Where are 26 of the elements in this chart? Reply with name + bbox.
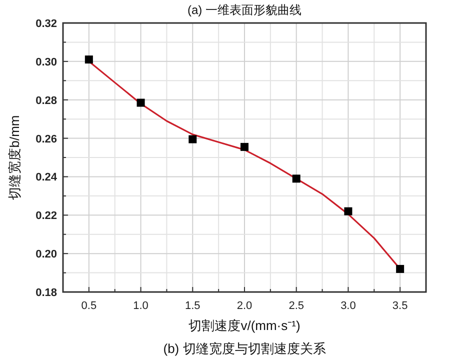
text: 0.30 (36, 56, 57, 68)
point (344, 207, 352, 216)
x-tick-label: 1.5 (184, 300, 200, 312)
y-tick-label: 0.22 (36, 210, 57, 222)
text: 1.0 (133, 300, 148, 312)
text: 0.20 (36, 248, 57, 261)
y-tick-label: 0.28 (36, 94, 57, 107)
y-tick-label: 0.26 (36, 133, 57, 146)
y-tick-label: 0.18 (36, 287, 57, 299)
x-tick-label: 3.5 (392, 300, 408, 312)
y-axis-title: 切缝宽度b/mm (7, 115, 22, 200)
text: (a) 一维表面形貌曲线 (188, 3, 302, 17)
point (84, 56, 93, 64)
x-axis-title: 切割速度v/(mm·s⁻¹) (188, 318, 300, 333)
point (292, 174, 300, 183)
x-tick-label: 2.5 (288, 300, 304, 312)
point (136, 98, 145, 107)
text: (b) 切缝宽度与切割速度关系 (163, 341, 326, 356)
point (240, 142, 248, 151)
point (396, 264, 404, 273)
text: 3.0 (340, 300, 356, 312)
text: 2.0 (236, 300, 252, 312)
point (188, 135, 197, 144)
y-tick-label: 0.32 (36, 18, 57, 30)
x-tick-label: 0.5 (81, 300, 97, 312)
y-tick-label: 0.24 (36, 172, 58, 184)
